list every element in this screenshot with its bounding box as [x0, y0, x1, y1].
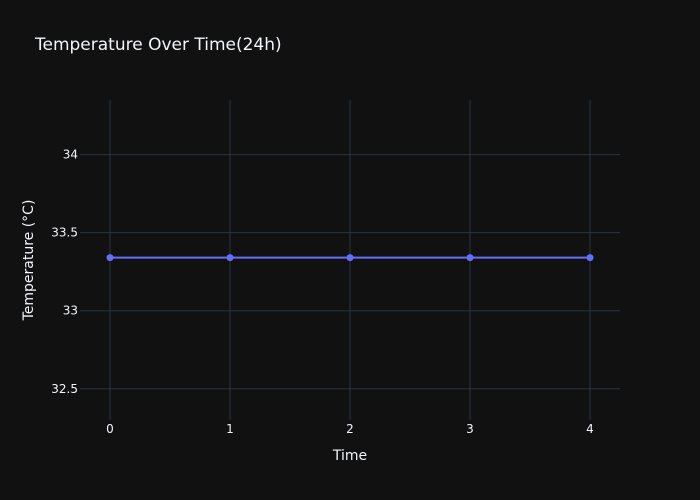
data-point — [586, 254, 594, 262]
y-axis-title: Temperature (°C) — [21, 200, 37, 322]
x-tick-label: 1 — [226, 422, 234, 436]
y-tick-label: 33 — [63, 304, 78, 318]
x-tick-label: 3 — [466, 422, 474, 436]
data-point — [466, 254, 474, 262]
x-tick-label: 0 — [106, 422, 114, 436]
x-axis-title: Time — [332, 448, 367, 464]
x-tick-label: 4 — [586, 422, 594, 436]
chart-title: Temperature Over Time(24h) — [34, 35, 282, 55]
y-tick-label: 33.5 — [51, 226, 78, 240]
data-point — [226, 254, 234, 262]
x-tick-label: 2 — [346, 422, 354, 436]
y-tick-label: 34 — [63, 148, 78, 162]
y-tick-label: 32.5 — [51, 382, 78, 396]
data-point — [346, 254, 354, 262]
data-point — [106, 254, 114, 262]
series-layer — [106, 254, 594, 262]
